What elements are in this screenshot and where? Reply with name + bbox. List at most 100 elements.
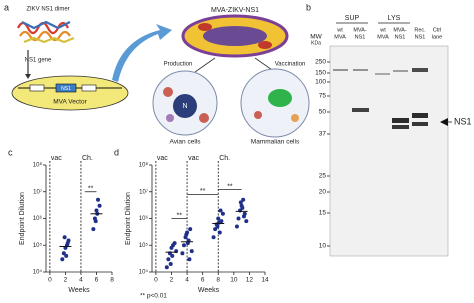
x-tick-label: 14 (261, 277, 269, 284)
x-tick-label: 0 (154, 277, 158, 284)
y-tick-label: 10⁷ (33, 188, 42, 195)
virus-dot (166, 114, 174, 122)
data-point (60, 257, 65, 262)
data-point (170, 253, 175, 258)
dimer-title: ZIKV NS1 dimer (26, 7, 69, 13)
blot (329, 45, 449, 257)
vector-ellipse (11, 75, 129, 111)
data-point (217, 220, 222, 225)
mw-title: MW (310, 34, 322, 41)
data-point (215, 224, 220, 229)
data-point (241, 197, 246, 202)
data-point (241, 214, 246, 219)
y-tick-label: 10⁴ (139, 269, 149, 276)
arrowhead (25, 74, 31, 79)
significance-label: ** (88, 186, 94, 193)
data-point (220, 211, 225, 216)
phase-label: vac (51, 155, 62, 162)
x-tick-label: 8 (216, 277, 220, 284)
x-tick-label: 10 (230, 277, 238, 284)
data-point (216, 216, 221, 221)
ns1-insert (55, 83, 77, 93)
phase-label: vac (157, 155, 168, 162)
lane-label: Rec. (414, 27, 426, 33)
lane-label: Ctrl (433, 27, 442, 33)
footnote: ** p<0.01 (140, 293, 167, 300)
lane-label: wt (336, 27, 343, 33)
lane-label: wt (379, 27, 386, 33)
y-tick-label: 10⁸ (33, 162, 43, 169)
vector-label: MVA Vector (53, 99, 87, 106)
y-axis-label: Endpoint Dilution (125, 192, 132, 245)
data-point (166, 257, 171, 262)
data-point (211, 235, 216, 240)
data-point (64, 253, 69, 258)
y-axis-label: Endpoint Dilution (19, 192, 26, 245)
data-point (244, 219, 249, 224)
data-point (187, 257, 192, 262)
significance-label: ** (177, 212, 183, 219)
data-point (164, 265, 169, 270)
lane-label: MVA (377, 34, 389, 40)
data-point (172, 241, 177, 246)
x-tick-label: 0 (48, 277, 52, 284)
x-tick-label: 4 (79, 277, 83, 284)
arrow (194, 57, 216, 73)
protein-structure (17, 20, 75, 44)
panel-letter: d (114, 147, 119, 157)
x-tick-label: 4 (185, 277, 189, 284)
nucleus (173, 94, 197, 118)
vector-element (81, 84, 97, 92)
y-tick-label: 10⁵ (33, 242, 43, 249)
avian-label: Avian cells (170, 139, 202, 146)
x-tick-label: 6 (201, 277, 205, 284)
data-point (97, 203, 102, 208)
group-label: SUP (345, 15, 360, 22)
mw-label: 10 (319, 243, 327, 250)
x-tick-label: 2 (170, 277, 174, 284)
nucleus-label: N (182, 103, 187, 110)
lane-label: MVA- (353, 27, 367, 33)
lane-label: MVA (334, 34, 346, 40)
data-point (217, 230, 222, 235)
y-tick-label: 10⁶ (139, 215, 149, 222)
expression-blob (268, 89, 292, 107)
mw-label: 250 (315, 59, 326, 66)
y-tick-label: 10⁴ (33, 269, 43, 276)
bands (333, 68, 428, 129)
x-tick-label: 6 (95, 277, 99, 284)
data-point (94, 208, 99, 213)
x-tick-label: 8 (110, 277, 114, 284)
virus-body (258, 41, 272, 49)
mw-title: KDa (311, 40, 321, 46)
data-point (240, 205, 245, 210)
arrow-label: NS1 (454, 116, 472, 126)
recombinant-label: MVA-ZIKV-NS1 (211, 7, 259, 14)
data-point (168, 261, 173, 266)
data-point (93, 219, 98, 224)
mw-label: 25 (319, 173, 327, 180)
panel-letter: a (4, 2, 9, 12)
mw-label: 50 (319, 109, 327, 116)
vaccination-label: Vaccination (275, 62, 306, 68)
phase-label: vac (188, 155, 199, 162)
mammalian-label: Mammalian cells (251, 139, 300, 146)
x-tick-label: 12 (246, 277, 254, 284)
vector-box-label: NS1 (61, 86, 71, 92)
x-axis-label: Weeks (198, 287, 220, 294)
lane-label: lane (432, 34, 442, 40)
virus-dot (199, 113, 209, 123)
data-point (213, 227, 218, 232)
data-point (96, 197, 101, 202)
virus-core (203, 26, 267, 46)
y-tick-label: 10⁷ (139, 188, 148, 195)
virus-body (198, 23, 212, 31)
data-point (61, 251, 66, 256)
gene-label: NS1 gene (25, 58, 52, 64)
group-label: LYS (388, 15, 401, 22)
data-point (62, 235, 67, 240)
significance-label: ** (200, 188, 206, 195)
data-point (65, 241, 70, 246)
data-point (218, 208, 223, 213)
